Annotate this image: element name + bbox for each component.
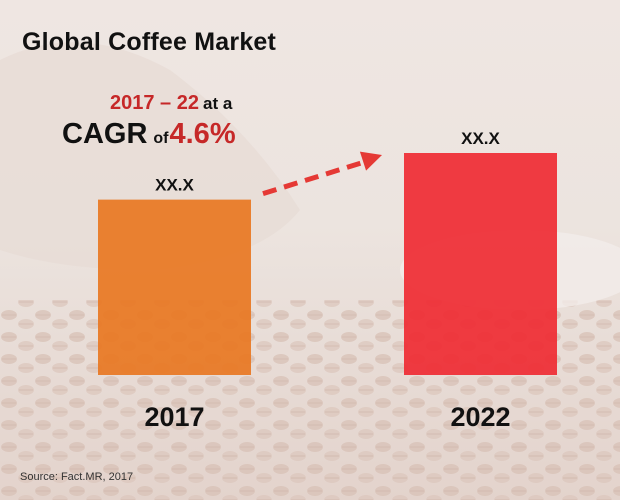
category-label-2022: 2022 <box>450 402 510 432</box>
cagr-of: of <box>153 130 169 147</box>
bar-2022 <box>404 153 557 375</box>
data-label-2022: XX.X <box>461 129 500 148</box>
bar-2017 <box>98 199 251 375</box>
cagr-period-range: 2017 – 22 <box>110 92 199 114</box>
cagr-word: CAGR <box>62 118 148 150</box>
category-label-2017: 2017 <box>144 402 204 432</box>
chart-title: Global Coffee Market <box>22 28 277 56</box>
cagr-rate: 4.6% <box>169 118 236 150</box>
source-note: Source: Fact.MR, 2017 <box>20 471 134 483</box>
growth-arrow-line <box>262 156 375 197</box>
cagr-callout: CAGR of4.6% <box>62 118 236 151</box>
cagr-period: 2017 – 22 at a <box>110 92 232 115</box>
data-label-2017: XX.X <box>155 176 194 195</box>
cagr-period-suffix: at a <box>202 94 233 113</box>
growth-arrow-head <box>359 151 382 171</box>
